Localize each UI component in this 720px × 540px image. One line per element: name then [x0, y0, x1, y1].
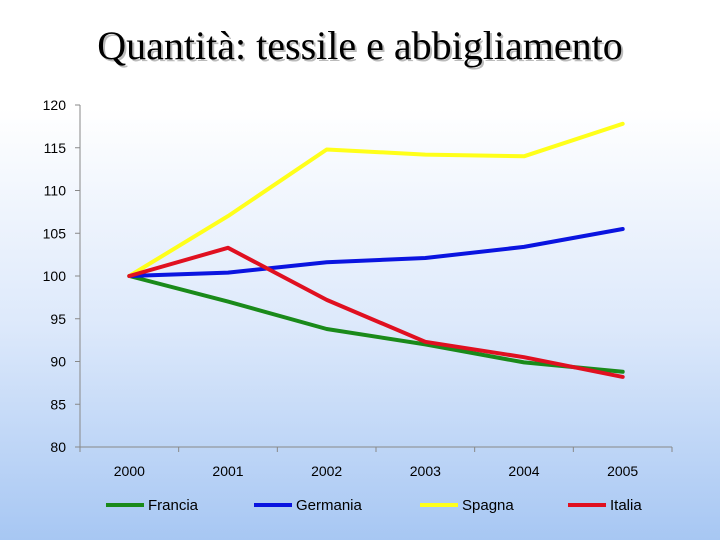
x-tick-label: 2000	[114, 463, 145, 479]
chart-series	[127, 121, 625, 379]
series-line-spagna	[127, 121, 625, 278]
x-tick-label: 2002	[311, 463, 342, 479]
y-tick-label: 100	[43, 268, 67, 284]
y-tick-label: 95	[50, 311, 66, 327]
chart-axes: 80 85 90 95 100 105 110 115 120 2000 2001 2002 2003 2…	[43, 97, 673, 479]
chart-legend: Francia Germania Spagna Italia	[106, 497, 642, 514]
y-tick-label: 85	[50, 396, 66, 412]
x-tick-label: 2003	[410, 463, 441, 479]
series-line-germania	[127, 227, 625, 278]
legend-label-germania: Germania	[296, 497, 363, 514]
y-tick-label: 90	[50, 354, 66, 370]
series-line-italia	[127, 245, 625, 379]
legend-label-italia: Italia	[610, 497, 642, 514]
y-tick-label: 105	[43, 225, 67, 241]
x-tick-label: 2004	[508, 463, 539, 479]
y-tick-label: 80	[50, 439, 66, 455]
x-tick-label: 2005	[607, 463, 638, 479]
y-tick-label: 120	[43, 97, 67, 113]
x-tick-label: 2001	[212, 463, 243, 479]
series-line-francia	[127, 274, 625, 374]
y-tick-label: 110	[44, 183, 67, 199]
y-tick-label: 115	[44, 140, 67, 156]
legend-label-spagna: Spagna	[462, 497, 514, 514]
slide-title: Quantità: tessile e abbigliamento	[97, 23, 623, 68]
legend-label-francia: Francia	[148, 497, 199, 514]
